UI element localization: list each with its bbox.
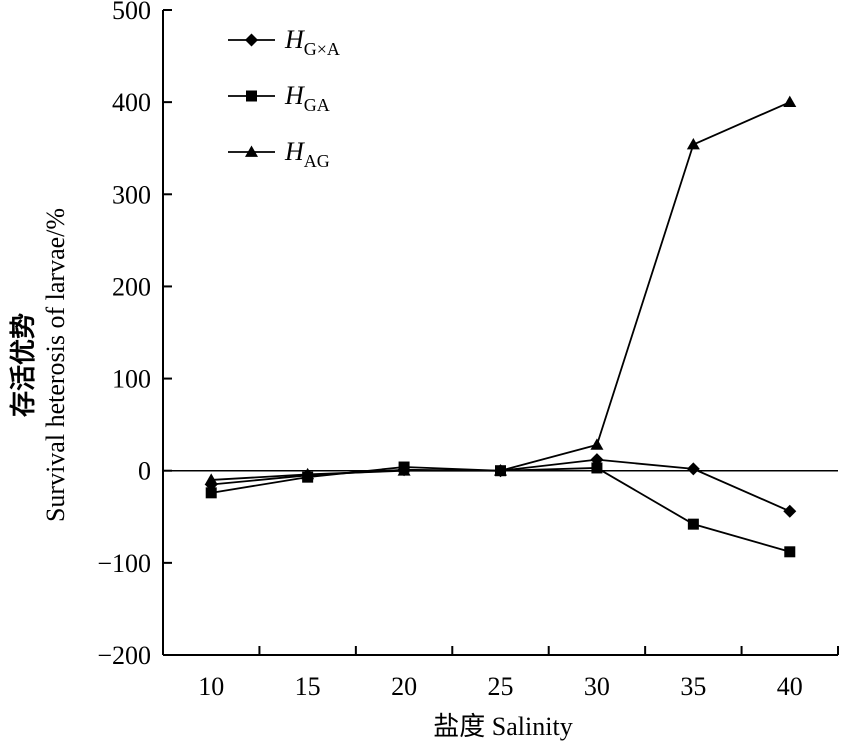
series-diamond [204,453,797,518]
y-tick-label: 200 [112,272,151,301]
legend-entry: HGA [228,81,330,115]
data-point [783,95,797,108]
data-point [590,438,604,450]
y-tick-label: −200 [97,641,151,670]
y-tick-label: 0 [138,457,151,486]
y-axis-title-en: Survival heterosis of larvae/% [41,208,70,522]
x-tick-label: 30 [584,672,610,701]
x-tick-label: 40 [777,672,803,701]
data-point [687,518,699,530]
legend-entry: HG×A [228,25,340,59]
legend-entry: HAG [228,137,330,171]
legend-label: HG×A [284,25,340,59]
legend: HG×A HGA HAG [228,25,340,171]
y-tick-label: 100 [112,365,151,394]
y-ticks: −200 −100 0 100 200 300 400 500 [97,0,172,670]
data-point [204,473,218,485]
data-point [784,546,796,558]
legend-marker [245,33,258,47]
axes [162,10,838,656]
x-tick-label: 20 [391,672,417,701]
x-tick-label: 15 [295,672,321,701]
series-line [211,466,791,553]
y-axis-title: 存活优势 Survival heterosis of larvae/% [9,208,70,522]
legend-marker [246,90,257,102]
x-tick-label: 10 [198,672,224,701]
y-tick-label: 500 [112,0,151,25]
data-point [686,462,700,476]
x-axis-title: 盐度 Salinity [433,712,572,741]
data-point [591,462,603,474]
series-triangle [204,95,797,485]
legend-label: HGA [284,81,330,115]
y-tick-label: 300 [112,180,151,209]
legend-label: HAG [284,137,330,171]
data-point [301,467,315,480]
legend-marker [245,145,258,157]
x-tick-label: 35 [680,672,706,701]
data-point [686,138,700,150]
y-tick-label: −100 [97,549,151,578]
x-tick-label: 25 [488,672,514,701]
data-point [397,464,411,476]
y-tick-label: 400 [112,88,151,117]
data-point [494,464,507,476]
data-point [205,487,217,499]
y-axis-title-cn: 存活优势 [9,313,38,417]
x-ticks: 10 15 20 25 30 35 40 [198,646,839,701]
data-point [783,504,797,518]
series-layer [204,95,797,558]
